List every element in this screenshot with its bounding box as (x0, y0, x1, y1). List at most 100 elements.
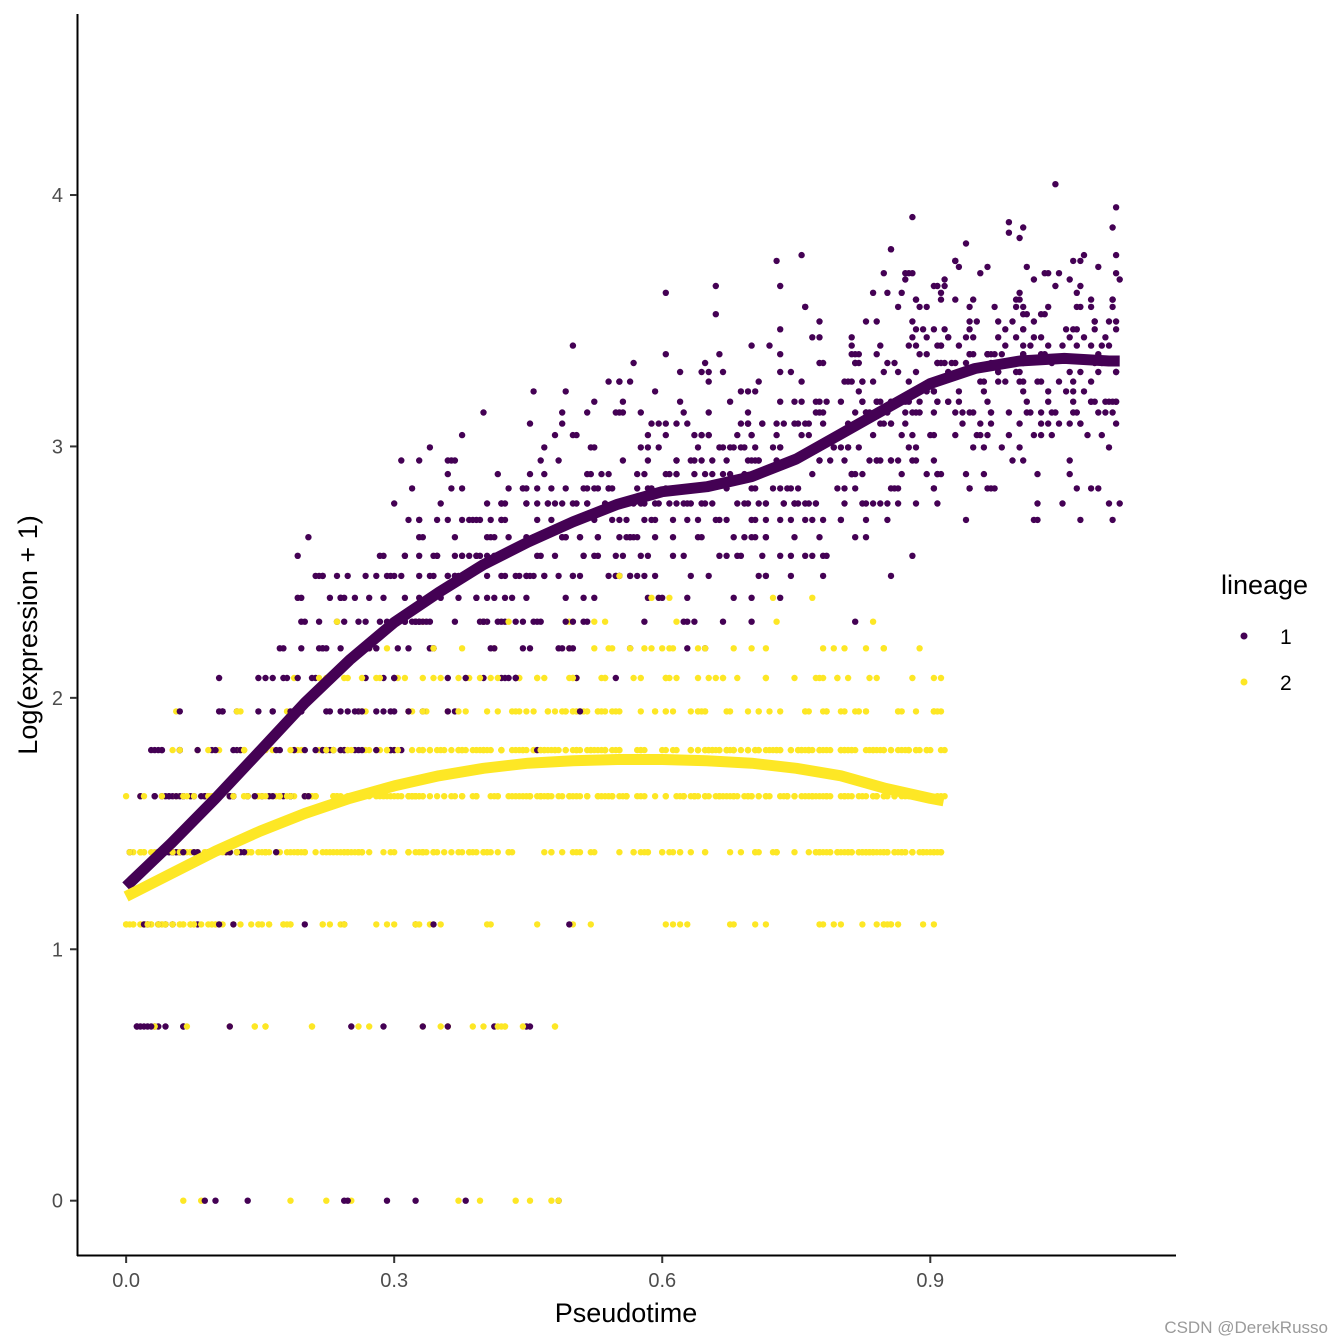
data-point-lineage-2 (326, 921, 334, 928)
data-point-lineage-2 (255, 921, 262, 928)
data-point-lineage-2 (569, 674, 577, 682)
data-point-lineage-2 (762, 645, 770, 652)
legend-items: 12 (1240, 626, 1292, 695)
data-point-lineage-1 (526, 645, 534, 652)
data-point-lineage-2 (483, 708, 491, 715)
data-point-lineage-1 (705, 368, 712, 376)
data-point-lineage-1 (802, 303, 809, 311)
data-point-lineage-2 (919, 921, 927, 928)
data-point-lineage-1 (719, 618, 727, 625)
data-point-lineage-1 (734, 500, 741, 507)
data-point-lineage-1 (462, 674, 469, 682)
data-point-lineage-2 (609, 793, 616, 800)
x-axis-title: Pseudotime (555, 1298, 698, 1328)
data-point-lineage-1 (559, 420, 566, 427)
data-point-lineage-1 (748, 516, 755, 524)
data-point-lineage-1 (852, 485, 859, 492)
data-point-lineage-1 (555, 457, 562, 464)
data-point-lineage-1 (816, 398, 823, 405)
data-point-lineage-1 (362, 618, 369, 625)
data-point-lineage-1 (748, 534, 755, 541)
data-point-lineage-2 (662, 708, 669, 715)
data-point-lineage-1 (726, 398, 734, 405)
data-point-lineage-2 (176, 921, 183, 928)
data-point-lineage-1 (605, 485, 612, 492)
data-point-lineage-1 (280, 674, 287, 682)
data-point-lineage-2 (455, 746, 462, 754)
data-point-lineage-1 (198, 793, 205, 800)
data-point-lineage-2 (448, 849, 455, 856)
data-point-lineage-1 (916, 303, 923, 311)
data-point-lineage-2 (880, 645, 887, 652)
data-point-lineage-1 (444, 572, 451, 580)
data-point-lineage-1 (466, 552, 473, 559)
data-point-lineage-1 (684, 618, 691, 625)
data-point-lineage-1 (562, 388, 569, 395)
data-point-lineage-1 (955, 263, 963, 271)
data-point-lineage-1 (1016, 234, 1023, 242)
data-point-lineage-1 (416, 516, 423, 524)
data-point-lineage-1 (651, 516, 659, 524)
x-tick-label: 0.6 (648, 1270, 676, 1292)
data-point-lineage-2 (812, 849, 820, 856)
data-point-lineage-2 (559, 793, 566, 800)
data-point-lineage-1 (769, 444, 777, 451)
data-point-lineage-1 (473, 552, 480, 559)
data-point-lineage-2 (748, 793, 755, 800)
data-point-lineage-1 (1091, 318, 1098, 325)
data-point-lineage-1 (791, 500, 798, 507)
data-point-lineage-1 (816, 457, 823, 464)
data-point-lineage-2 (744, 708, 752, 715)
data-point-lineage-1 (480, 409, 487, 416)
data-point-lineage-1 (1062, 388, 1070, 395)
data-point-lineage-1 (748, 342, 755, 349)
data-point-lineage-1 (991, 485, 998, 492)
y-axis-title: Log(expression + 1) (13, 515, 43, 754)
data-point-lineage-1 (444, 1023, 451, 1030)
data-point-lineage-1 (691, 470, 698, 478)
data-point-lineage-2 (894, 921, 902, 928)
data-point-lineage-1 (894, 500, 902, 507)
data-point-lineage-1 (337, 645, 344, 652)
data-point-lineage-1 (827, 457, 834, 464)
data-point-lineage-2 (712, 674, 719, 682)
data-point-lineage-1 (405, 645, 412, 652)
data-point-lineage-1 (723, 457, 730, 464)
data-point-lineage-1 (1016, 368, 1023, 376)
data-point-lineage-2 (744, 746, 752, 754)
y-tick-label: 1 (52, 939, 63, 961)
data-point-lineage-1 (673, 470, 680, 478)
data-point-lineage-2 (869, 618, 877, 625)
data-point-lineage-1 (133, 1023, 141, 1030)
data-point-lineage-1 (819, 572, 827, 580)
data-point-lineage-2 (591, 618, 598, 625)
data-point-lineage-1 (444, 516, 451, 524)
data-point-lineage-2 (777, 708, 784, 715)
data-point-lineage-1 (819, 420, 827, 427)
data-point-lineage-1 (1112, 368, 1120, 376)
data-point-lineage-1 (712, 311, 719, 318)
data-point-lineage-2 (880, 746, 887, 754)
data-point-lineage-2 (494, 793, 501, 800)
data-point-lineage-1 (1020, 342, 1027, 349)
data-point-lineage-1 (634, 534, 641, 541)
data-point-lineage-1 (551, 552, 559, 559)
data-point-lineage-2 (651, 793, 659, 800)
data-point-lineage-2 (433, 793, 441, 800)
data-point-lineage-2 (709, 746, 716, 754)
data-point-lineage-1 (962, 334, 970, 341)
data-point-lineage-1 (1027, 342, 1034, 349)
data-point-lineage-1 (269, 708, 276, 715)
data-point-lineage-1 (1102, 334, 1109, 341)
data-point-lineage-1 (1070, 326, 1077, 333)
data-point-lineage-2 (909, 674, 916, 682)
data-point-lineage-1 (1059, 342, 1066, 349)
data-point-lineage-1 (662, 289, 669, 296)
data-point-lineage-1 (405, 516, 412, 524)
data-point-lineage-1 (723, 552, 730, 559)
data-point-lineage-2 (941, 746, 948, 754)
data-point-lineage-1 (498, 500, 505, 507)
data-point-lineage-1 (884, 500, 891, 507)
data-point-lineage-1 (215, 708, 223, 715)
